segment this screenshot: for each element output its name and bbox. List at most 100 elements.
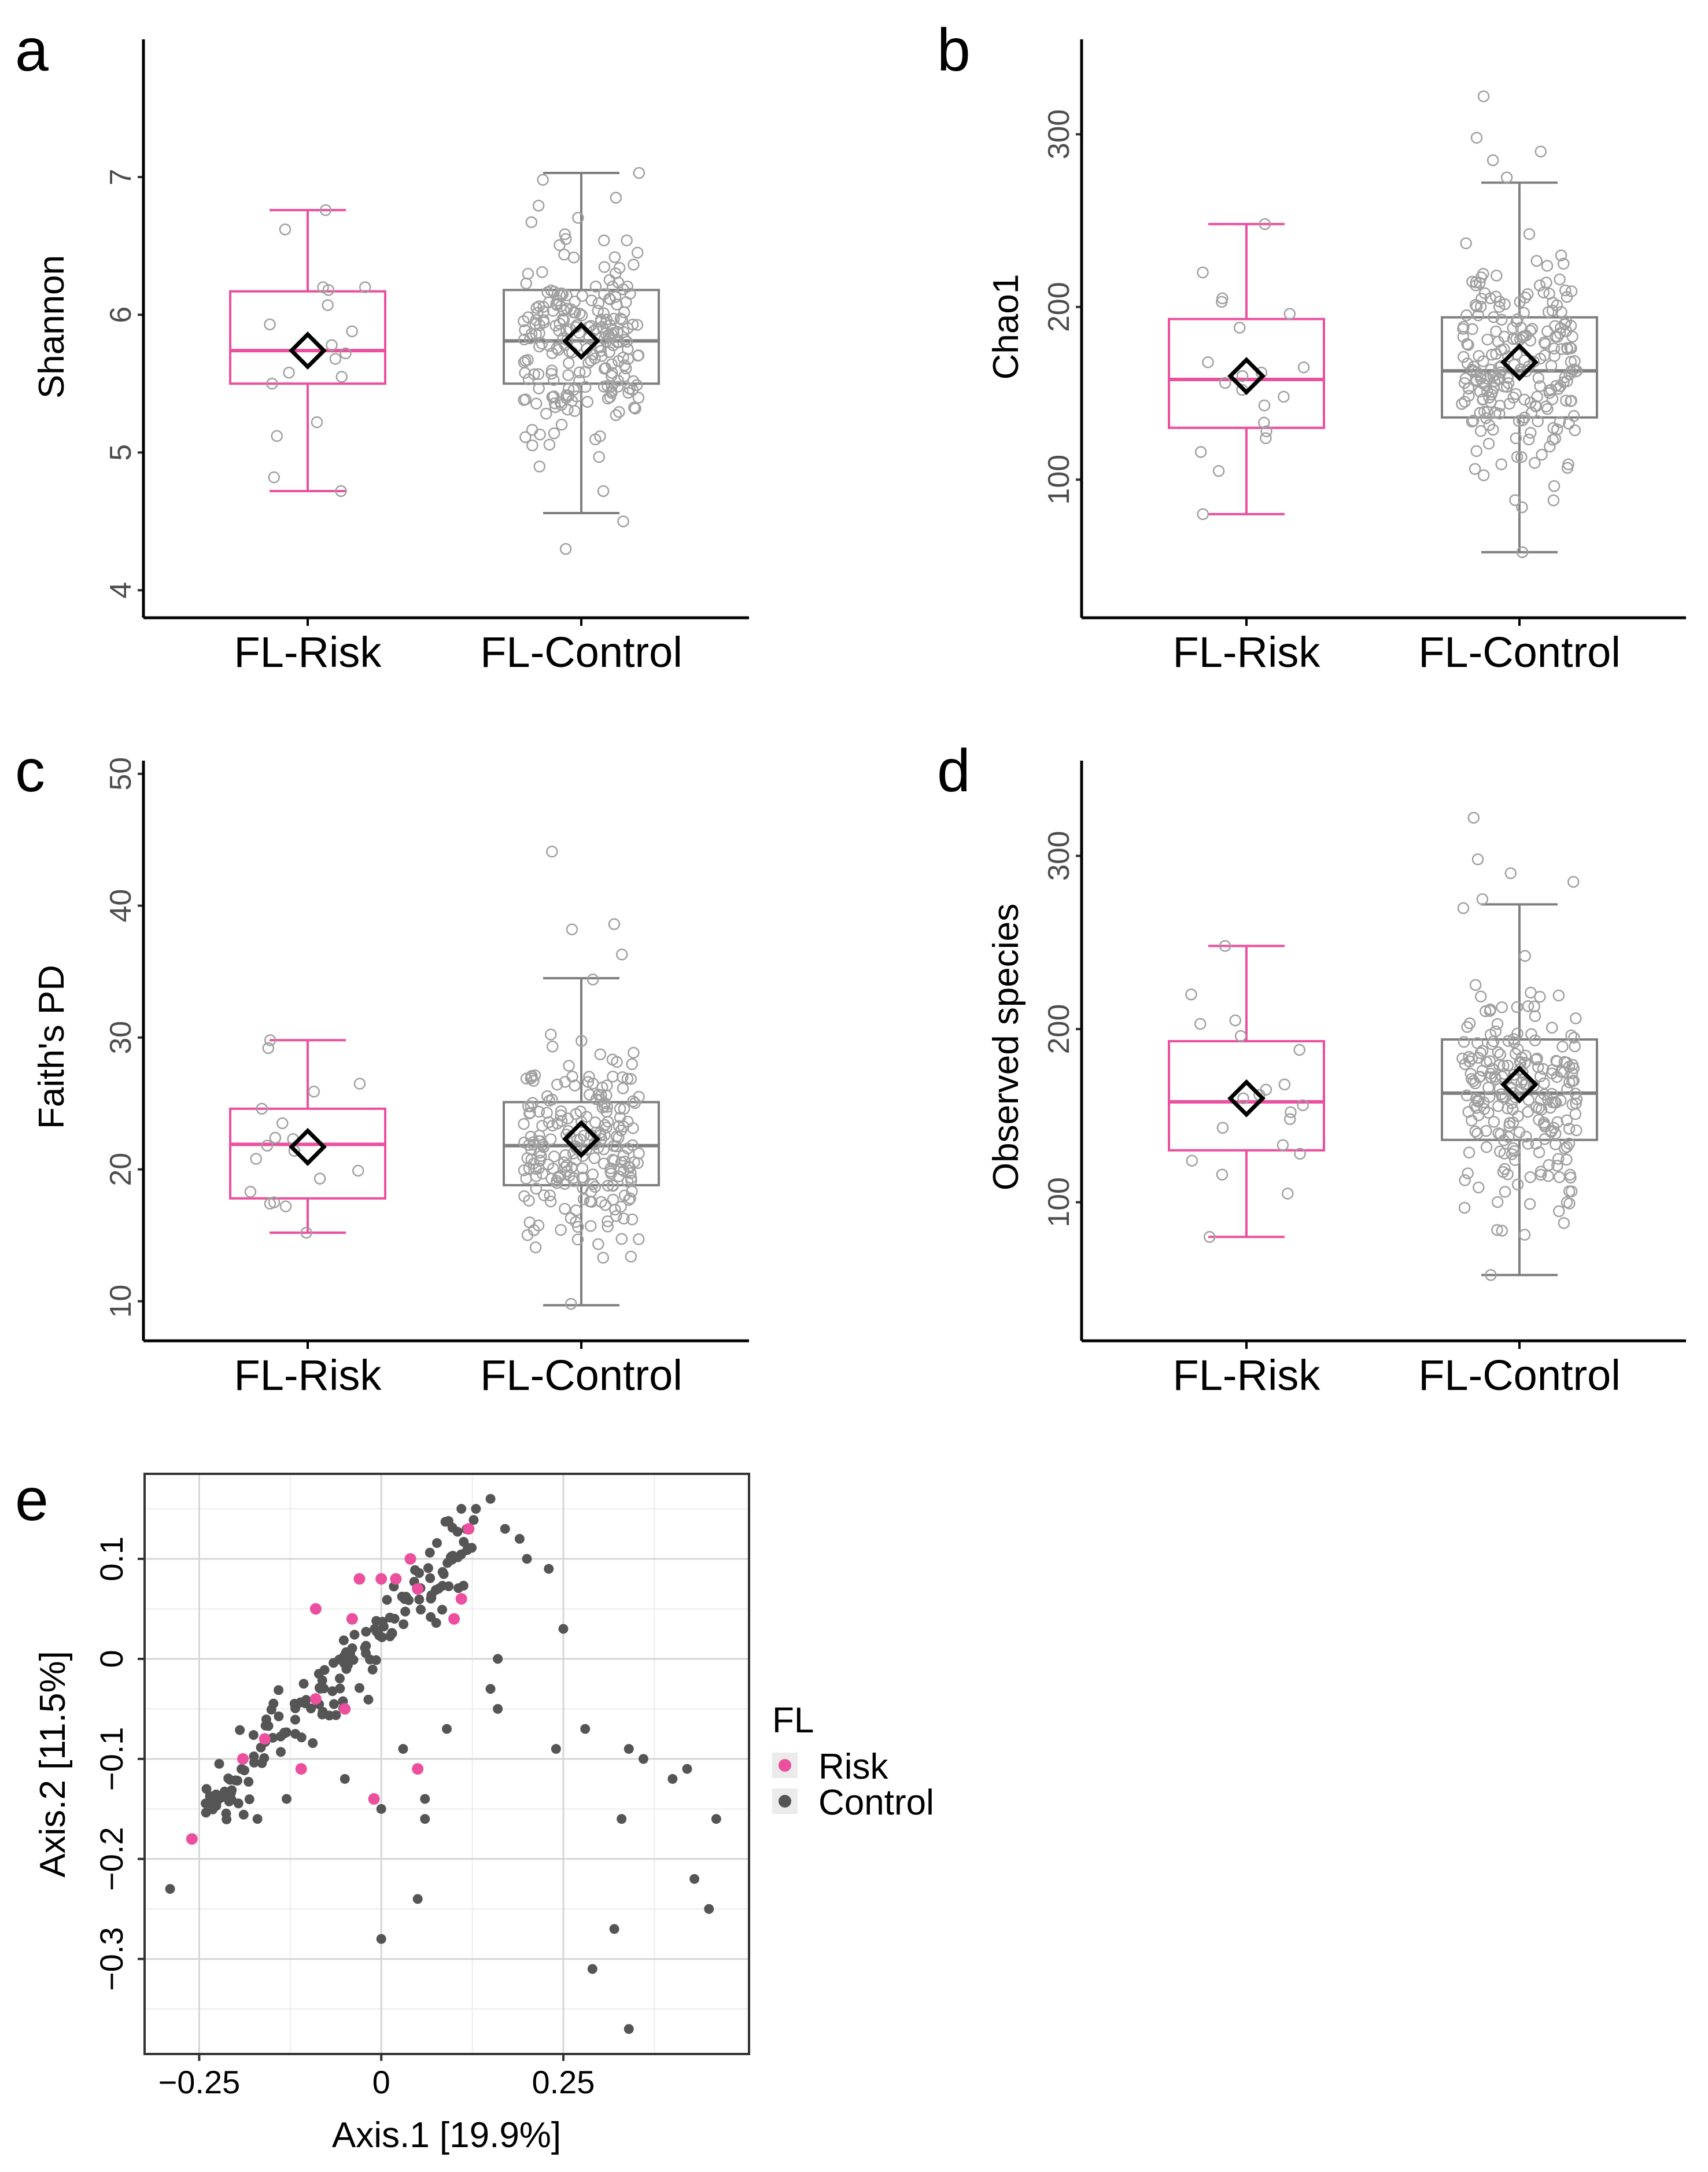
data-point xyxy=(586,1178,599,1190)
risk-point xyxy=(186,1833,198,1845)
data-point xyxy=(1525,426,1537,439)
y-tick-label: 100 xyxy=(1042,455,1076,505)
data-point xyxy=(555,287,568,300)
data-point xyxy=(1477,268,1489,280)
data-point xyxy=(1491,1224,1503,1236)
data-point xyxy=(1473,349,1485,362)
data-point xyxy=(524,332,536,345)
control-point xyxy=(317,1675,327,1686)
data-point xyxy=(1569,355,1581,367)
data-point xyxy=(1559,284,1571,297)
control-point xyxy=(331,1710,341,1720)
control-point xyxy=(399,1619,409,1629)
control-point xyxy=(314,1683,324,1693)
data-point xyxy=(1488,1116,1500,1128)
data-point xyxy=(311,416,323,429)
control-point xyxy=(431,1538,442,1548)
control-point xyxy=(268,1698,279,1709)
data-point xyxy=(559,1178,571,1190)
boxes xyxy=(1168,812,1598,1281)
control-point xyxy=(624,1744,634,1754)
data-point xyxy=(1566,1098,1578,1111)
data-point xyxy=(1565,285,1578,297)
x-tick-label: 0.25 xyxy=(532,2064,595,2100)
control-point xyxy=(290,1714,300,1725)
data-point xyxy=(599,1199,611,1211)
control-point xyxy=(558,1624,569,1634)
data-point xyxy=(627,1122,639,1134)
data-point xyxy=(567,306,580,319)
data-point xyxy=(1202,356,1214,368)
data-point xyxy=(1532,372,1545,384)
data-point xyxy=(1510,315,1523,328)
data-point xyxy=(537,314,550,326)
data-point xyxy=(359,281,371,293)
data-point xyxy=(533,300,545,312)
data-point xyxy=(261,1140,274,1152)
data-point xyxy=(559,1075,571,1088)
data-point xyxy=(1570,1124,1582,1137)
data-point xyxy=(1509,1154,1521,1166)
data-point xyxy=(1495,366,1507,379)
data-point xyxy=(592,304,604,317)
data-point xyxy=(562,382,575,395)
data-point xyxy=(553,324,565,337)
control-point xyxy=(522,1554,532,1564)
data-point xyxy=(1502,1168,1514,1181)
data-point xyxy=(1545,1022,1558,1034)
control-point xyxy=(378,1617,388,1627)
axis-ticks: −0.25 0 0.25 −0.3 −0.2 −0.1 0 0.1 xyxy=(93,1536,595,2100)
data-point xyxy=(546,347,559,359)
data-point xyxy=(607,1070,619,1083)
risk-point xyxy=(448,1613,460,1625)
panel-letter-c: c xyxy=(15,737,45,805)
data-point xyxy=(1545,1124,1558,1137)
data-point xyxy=(1499,1091,1511,1103)
data-point xyxy=(572,212,584,224)
data-point xyxy=(628,401,640,414)
data-point xyxy=(597,1157,610,1170)
data-point xyxy=(618,1212,630,1225)
data-point xyxy=(1534,145,1547,158)
risk-point xyxy=(412,1763,424,1775)
data-point xyxy=(1545,383,1558,396)
risk-point xyxy=(309,1693,322,1705)
data-point xyxy=(1507,322,1519,334)
data-point xyxy=(1549,330,1562,343)
data-point xyxy=(1504,867,1517,879)
data-point xyxy=(544,1195,557,1208)
control-point xyxy=(335,1683,345,1694)
data-point xyxy=(1278,1078,1291,1091)
data-point xyxy=(573,374,585,387)
data-point xyxy=(1526,323,1539,335)
data-point xyxy=(1510,432,1522,444)
control-point xyxy=(456,1504,467,1514)
control-point xyxy=(308,1738,318,1748)
control-point xyxy=(376,1804,386,1814)
panel-d: d Observed species 100 200 300 FL-Risk FL-… xyxy=(937,737,1686,1399)
data-point xyxy=(1278,390,1290,403)
control-point xyxy=(276,1747,286,1757)
data-point xyxy=(588,1152,601,1164)
data-point xyxy=(1567,363,1580,375)
data-point xyxy=(1547,1096,1559,1109)
data-point xyxy=(1552,989,1565,1002)
risk-point xyxy=(412,1583,424,1595)
data-point xyxy=(313,1172,326,1185)
data-point xyxy=(594,1048,606,1061)
data-point xyxy=(618,1165,630,1177)
data-point xyxy=(1473,1071,1486,1083)
panel-letter-d: d xyxy=(937,737,971,805)
data-point xyxy=(1285,1106,1297,1119)
data-point xyxy=(545,1028,557,1041)
data-point xyxy=(1456,398,1468,410)
data-point xyxy=(1511,1178,1524,1190)
data-point xyxy=(1458,1035,1470,1048)
data-point xyxy=(1530,1138,1543,1150)
data-point xyxy=(1555,249,1567,261)
data-point xyxy=(605,1167,617,1180)
control-point xyxy=(327,1686,338,1697)
data-point xyxy=(569,405,581,417)
data-point xyxy=(1537,286,1550,298)
data-point xyxy=(1474,990,1487,1002)
